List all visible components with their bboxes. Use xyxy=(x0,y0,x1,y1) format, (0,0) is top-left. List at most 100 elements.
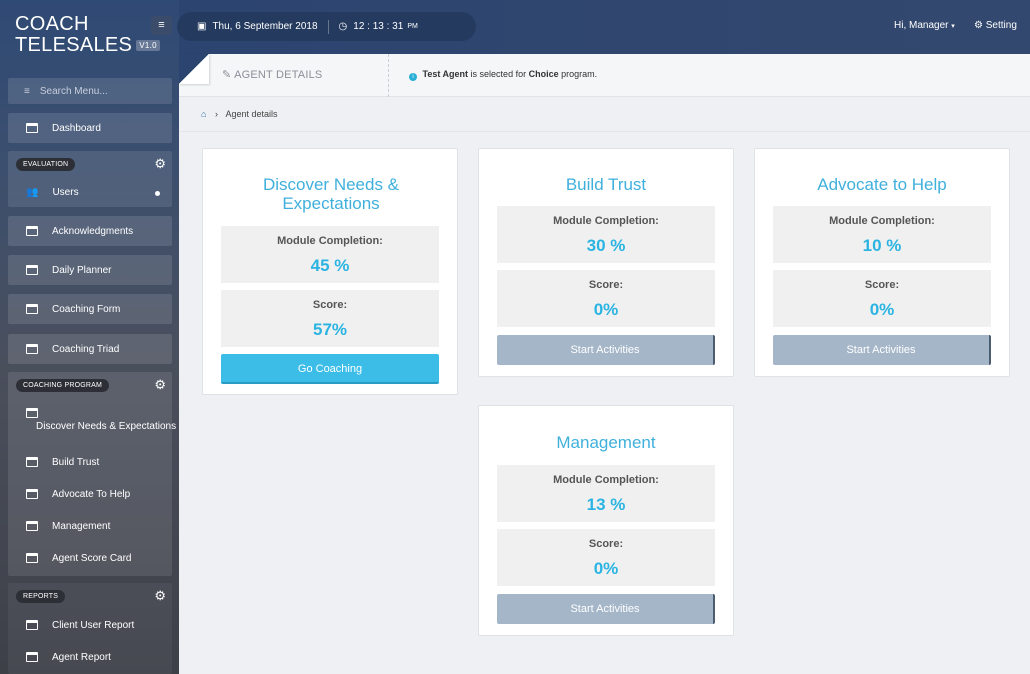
sidebar-item-client-user-report[interactable]: Client User Report xyxy=(8,609,172,641)
card-title: Build Trust xyxy=(565,175,647,194)
gear-icon[interactable]: ⚙ xyxy=(154,156,166,171)
start-activities-button[interactable]: Start Activities xyxy=(497,335,715,365)
setting-label: Setting xyxy=(985,20,1017,31)
sidebar-item-label: Coaching Form xyxy=(52,303,121,315)
info-mid: is selected for xyxy=(470,69,527,79)
card-title: Advocate to Help xyxy=(817,175,947,194)
agent-name: Test Agent xyxy=(422,69,469,79)
completion-panel: Module Completion: 45 % xyxy=(221,226,439,283)
window-icon xyxy=(26,344,38,354)
greeting-text: Hi, Manager xyxy=(894,20,949,31)
agent-info-message: i Test Agent is selected for Choice prog… xyxy=(409,69,597,81)
top-bar: ▣ Thu, 6 September 2018 ◷ 12 : 13 : 31 P… xyxy=(177,0,1030,54)
start-activities-button[interactable]: Start Activities xyxy=(773,335,991,365)
sidebar-item-label: Coaching Triad xyxy=(52,343,120,355)
breadcrumb: ⌂ › Agent details xyxy=(201,109,278,119)
current-time: 12 : 13 : 31 xyxy=(353,21,404,32)
chevron-right-icon: › xyxy=(214,109,218,119)
score-value: 0% xyxy=(593,300,619,319)
reports-section: REPORTS ⚙ Client User Report Agent Repor… xyxy=(8,583,172,674)
sidebar-item-coaching-triad[interactable]: Coaching Triad xyxy=(8,334,172,364)
window-icon xyxy=(26,408,38,418)
card-title: Management xyxy=(556,433,656,452)
hamburger-icon: ≡ xyxy=(158,19,165,31)
sidebar-item-agent-report[interactable]: Agent Report xyxy=(8,641,172,673)
completion-value: 45 % xyxy=(310,256,350,275)
version-badge: V1.0 xyxy=(136,40,160,52)
user-menu[interactable]: Hi, Manager ▾ xyxy=(894,20,955,31)
search-menu-input[interactable]: ≡ Search Menu... xyxy=(8,78,172,104)
window-icon xyxy=(26,521,38,531)
menu-toggle-button[interactable]: ≡ xyxy=(151,16,172,35)
sidebar-item-label: Discover Needs & Expectations xyxy=(36,421,177,432)
corner-fold xyxy=(179,54,209,84)
gear-icon[interactable]: ⚙ xyxy=(154,377,166,392)
coaching-program-section: COACHING PROGRAM ⚙ Discover Needs & Expe… xyxy=(8,372,177,576)
module-card-discover-needs: Discover Needs & Expectations Module Com… xyxy=(202,148,458,395)
module-card-management: Management Module Completion: 13 % Score… xyxy=(478,405,734,636)
breadcrumb-current: Agent details xyxy=(225,109,278,119)
sidebar-item-label: Agent Report xyxy=(52,651,111,663)
calendar-icon: ▣ xyxy=(197,21,207,32)
completion-label: Module Completion: xyxy=(277,235,383,247)
current-date: Thu, 6 September 2018 xyxy=(212,21,318,32)
window-icon xyxy=(26,304,38,314)
score-value: 57% xyxy=(312,320,348,339)
sidebar: COACH TELESALES V1.0 ≡ ≡ Search Menu... D… xyxy=(0,0,179,674)
sidebar-item-discover-needs[interactable]: Discover Needs & Expectations xyxy=(8,398,177,446)
sidebar-item-management[interactable]: Management xyxy=(8,510,172,542)
score-panel: Score: 0% xyxy=(497,270,715,327)
evaluation-section: EVALUATION ⚙ 👥 Users xyxy=(8,151,172,207)
sidebar-item-label: Acknowledgments xyxy=(52,225,134,237)
home-icon[interactable]: ⌂ xyxy=(201,109,207,119)
go-coaching-button[interactable]: Go Coaching xyxy=(221,354,439,384)
window-icon xyxy=(26,457,38,467)
breadcrumb-bar xyxy=(179,97,1030,132)
sidebar-item-label: Daily Planner xyxy=(52,264,112,276)
card-title: Discover Needs & Expectations xyxy=(262,175,400,213)
info-icon: i xyxy=(409,73,417,81)
gear-icon[interactable]: ⚙ xyxy=(154,588,166,603)
sidebar-item-build-trust[interactable]: Build Trust xyxy=(8,446,172,478)
completion-panel: Module Completion: 13 % xyxy=(497,465,715,522)
divider xyxy=(327,19,329,34)
sidebar-item-label: Advocate To Help xyxy=(52,488,131,500)
window-icon xyxy=(26,226,38,236)
page-title: ✎ AGENT DETAILS xyxy=(222,69,323,81)
module-card-build-trust: Build Trust Module Completion: 30 % Scor… xyxy=(478,148,734,377)
setting-link[interactable]: ⚙ Setting xyxy=(974,20,1017,31)
score-label: Score: xyxy=(864,279,900,291)
brand-logo[interactable]: COACH TELESALES V1.0 xyxy=(15,14,160,56)
sidebar-item-label: Dashboard xyxy=(52,122,101,134)
section-heading-evaluation: EVALUATION xyxy=(16,157,76,171)
sidebar-item-daily-planner[interactable]: Daily Planner xyxy=(8,255,172,285)
completion-value: 30 % xyxy=(586,236,626,255)
sidebar-item-coaching-form[interactable]: Coaching Form xyxy=(8,294,172,324)
gear-icon: ⚙ xyxy=(974,20,983,31)
sidebar-item-dashboard[interactable]: Dashboard xyxy=(8,113,172,143)
score-value: 0% xyxy=(869,300,895,319)
score-label: Score: xyxy=(588,538,624,550)
section-heading-coaching-program: COACHING PROGRAM xyxy=(16,378,110,392)
completion-label: Module Completion: xyxy=(553,215,659,227)
sidebar-item-label: Management xyxy=(52,520,111,532)
score-panel: Score: 57% xyxy=(221,290,439,347)
start-activities-button[interactable]: Start Activities xyxy=(497,594,715,624)
window-icon xyxy=(26,652,38,662)
window-icon xyxy=(26,123,38,133)
score-label: Score: xyxy=(588,279,624,291)
search-placeholder: Search Menu... xyxy=(39,85,108,97)
sidebar-item-acknowledgments[interactable]: Acknowledgments xyxy=(8,216,172,246)
completion-label: Module Completion: xyxy=(553,474,659,486)
completion-value: 13 % xyxy=(586,495,626,514)
sidebar-item-advocate-to-help[interactable]: Advocate To Help xyxy=(8,478,172,510)
sidebar-item-agent-score-card[interactable]: Agent Score Card xyxy=(8,542,172,574)
sidebar-item-label: Users xyxy=(52,186,79,198)
window-icon xyxy=(26,265,38,275)
completion-value: 10 % xyxy=(862,236,902,255)
active-dot xyxy=(155,191,160,196)
brand-line1: COACH xyxy=(15,13,89,35)
sidebar-item-users[interactable]: 👥 Users xyxy=(8,177,172,207)
completion-panel: Module Completion: 10 % xyxy=(773,206,991,263)
score-label: Score: xyxy=(312,299,348,311)
